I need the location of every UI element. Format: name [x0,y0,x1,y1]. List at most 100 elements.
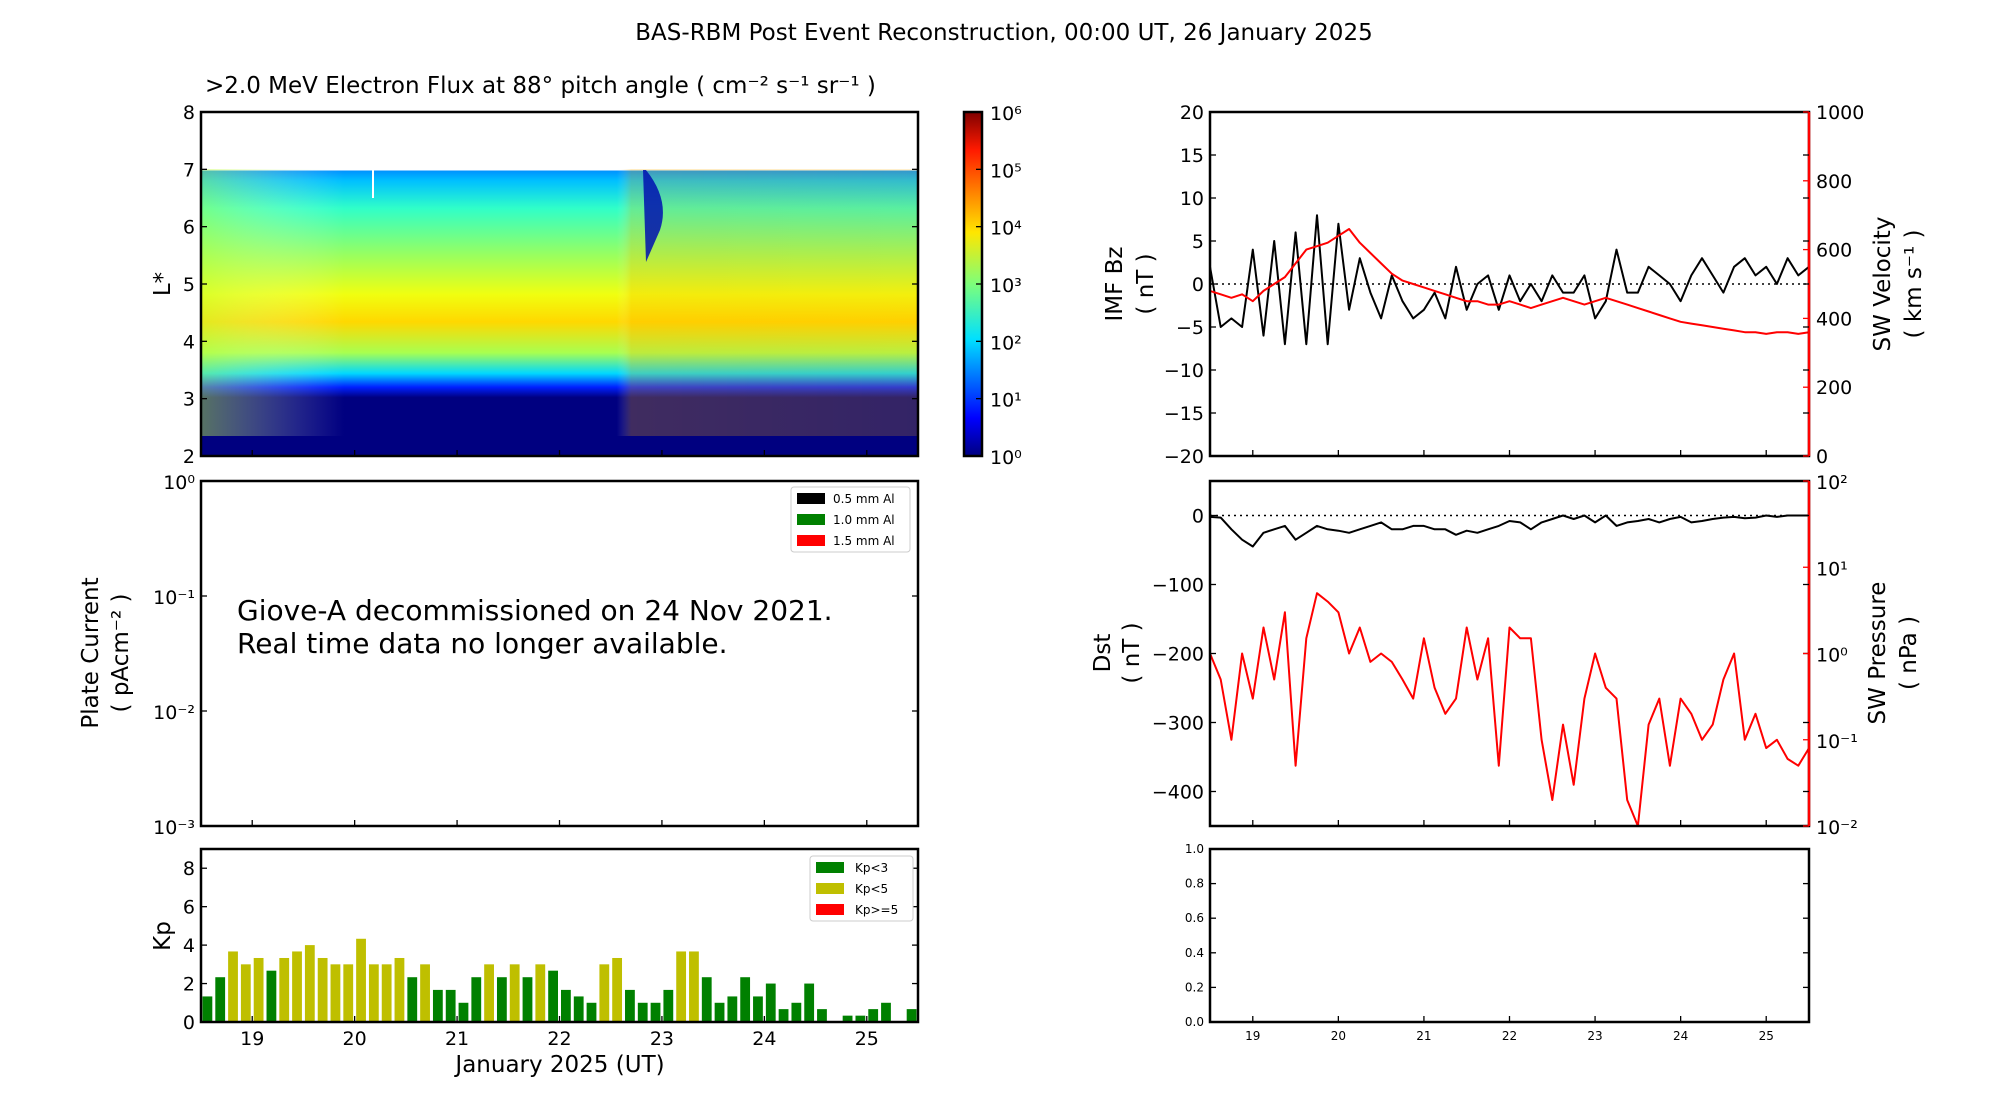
empty-panel-frame [1208,847,1811,1024]
kp-bar [304,945,315,1022]
x-tick-label: 23 [650,1028,674,1050]
sw-pressure-units: ( nPa ) [1896,616,1922,690]
colorbar [964,112,982,456]
kp-bar [637,1002,648,1022]
kp-bar [266,970,277,1022]
y-tick-label: 0.8 [1185,877,1204,891]
y-tick-label: −15 [1164,403,1204,425]
y2-tick-label: 10⁻¹ [1816,731,1858,753]
sw-pressure-ylabel: SW Pressure [1865,582,1891,725]
kp-bar [215,977,226,1022]
x-tick-label: 20 [1331,1029,1346,1043]
colorbar-tick-label: 10⁴ [990,218,1022,240]
heatmap-ylabel: L* [150,272,176,296]
dst-units: ( nT ) [1119,622,1145,683]
kp-bar [586,1002,597,1022]
y-tick-label: 0.2 [1185,980,1204,994]
legend-label: Kp<3 [855,861,888,875]
kp-bar [663,989,674,1022]
y-tick-label: 0 [1192,274,1204,296]
kp-bar [240,964,251,1022]
y-tick-label: −400 [1152,782,1204,804]
x-tick-label: 19 [240,1028,264,1050]
kp-bar [842,1015,853,1022]
kp-bar [522,977,533,1022]
flux-dropout-feature [643,170,663,262]
legend-label: Kp<5 [855,882,888,896]
x-tick-label: 24 [752,1028,776,1050]
kp-bar [881,1002,891,1022]
kp-bar [394,957,405,1022]
legend-label: 1.5 mm Al [833,534,895,548]
kp-bar [343,964,354,1022]
y2-tick-label: 200 [1816,377,1852,399]
y-tick-label: 15 [1180,145,1204,167]
y-tick-label: 10⁻¹ [153,587,195,609]
kp-bar [676,951,687,1022]
legend-label: 0.5 mm Al [833,492,895,506]
kp-bar [727,996,738,1022]
y2-tick-label: 400 [1816,308,1852,330]
kp-bar [484,964,494,1022]
imf-bz-ylabel: IMF Bz [1102,246,1128,321]
y-tick-label: −200 [1152,644,1204,666]
y-tick-label: 10⁻³ [153,817,195,839]
kp-bar [535,964,546,1022]
y-tick-label: 7 [183,159,195,181]
legend-swatch [816,904,844,915]
y-tick-label: 4 [183,935,195,957]
y2-tick-label: 10¹ [1816,558,1848,580]
colorbar-tick-label: 10² [990,332,1022,354]
y-tick-label: 0.0 [1185,1015,1204,1029]
y2-tick-label: 10² [1816,472,1848,494]
y-tick-label: 6 [183,897,195,919]
y-tick-label: 5 [1192,231,1204,253]
dst-ylabel: Dst [1090,634,1116,673]
kp-bar [253,957,264,1022]
y-tick-label: 10 [1180,188,1204,210]
heatmap-title: >2.0 MeV Electron Flux at 88° pitch angl… [205,73,876,99]
x-tick-label: 21 [445,1028,469,1050]
legend-swatch [797,514,825,525]
y-tick-label: −20 [1164,446,1204,468]
y-tick-label: −100 [1152,575,1204,597]
kp-bar [317,957,328,1022]
kp-bar [765,983,776,1022]
y-tick-label: 8 [183,858,195,880]
dst-line [1209,514,1809,548]
imf-bz-line [1209,214,1810,346]
kp-xlabel: January 2025 (UT) [453,1052,664,1078]
kp-bar [612,957,623,1022]
decommission-notice-line1: Giove-A decommissioned on 24 Nov 2021. [237,594,833,627]
kp-bar [445,989,456,1022]
kp-bar [356,938,366,1022]
y-tick-label: 1.0 [1185,842,1204,856]
y-tick-label: 0 [183,1012,195,1034]
x-tick-label: 25 [1759,1029,1774,1043]
kp-bar [868,1009,879,1022]
kp-bar [330,964,341,1022]
figure-title: BAS-RBM Post Event Reconstruction, 00:00… [635,20,1372,46]
kp-bar [689,951,699,1022]
x-tick-label: 23 [1587,1029,1602,1043]
y-tick-label: −10 [1164,360,1204,382]
kp-bar [906,1009,917,1022]
plate-current-ylabel: Plate Current [78,577,104,728]
y-tick-label: 20 [1180,102,1204,124]
y-tick-label: 2 [183,974,195,996]
sw-velocity-ylabel: SW Velocity [1870,217,1896,352]
legend-swatch [797,493,825,504]
kp-bar [471,977,482,1022]
y2-tick-label: 800 [1816,171,1852,193]
kp-bar [855,1015,866,1022]
kp-bar [509,964,520,1022]
legend-label: Kp>=5 [855,903,898,917]
imf-bz-units: ( nT ) [1133,253,1159,314]
x-tick-label: 25 [855,1028,879,1050]
x-tick-label: 22 [547,1028,571,1050]
x-tick-label: 19 [1245,1029,1260,1043]
kp-bar [791,1002,802,1022]
kp-bar [753,996,763,1022]
kp-bar [573,996,584,1022]
